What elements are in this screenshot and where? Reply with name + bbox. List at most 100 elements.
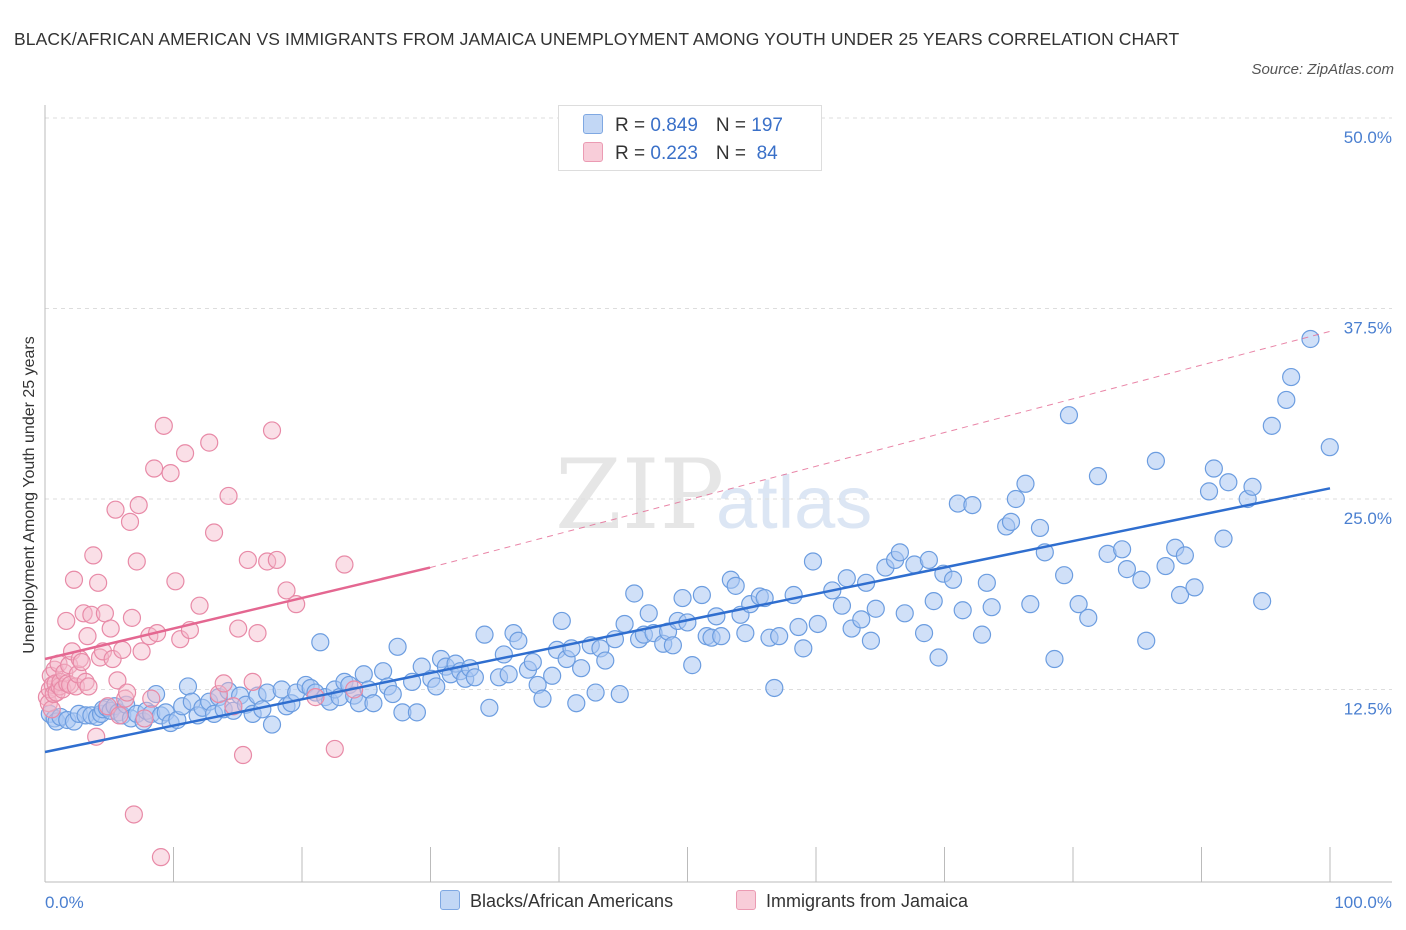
legend-row-blacks: R = 0.849 N = 197 xyxy=(583,114,783,138)
point-blacks xyxy=(736,624,755,643)
point-jamaica xyxy=(129,495,148,515)
point-blacks xyxy=(1088,467,1108,486)
legend-n-value: 84 xyxy=(751,143,778,164)
legend-n-label: N = xyxy=(715,115,752,136)
legend-r-value: 0.223 xyxy=(650,143,698,164)
point-jamaica xyxy=(166,572,185,591)
point-blacks xyxy=(1301,329,1320,349)
point-blacks xyxy=(852,610,871,629)
point-jamaica xyxy=(335,555,354,574)
point-blacks xyxy=(1262,416,1281,435)
y-tick-label-1: 25.0% xyxy=(1344,509,1392,528)
point-blacks xyxy=(866,599,885,618)
legend-r-label: R = xyxy=(615,143,651,164)
point-jamaica xyxy=(57,611,76,631)
point-blacks xyxy=(673,588,692,608)
point-blacks xyxy=(1146,451,1166,470)
legend-swatch-pink xyxy=(736,890,756,910)
point-blacks xyxy=(543,666,562,685)
watermark: ZIP atlas xyxy=(555,439,872,551)
legend-label-jamaica: Immigrants from Jamaica xyxy=(766,891,969,911)
point-blacks xyxy=(914,624,934,643)
point-blacks xyxy=(1170,585,1190,605)
legend-item-blacks[interactable]: Blacks/African Americans xyxy=(440,890,673,912)
point-jamaica xyxy=(89,573,108,592)
point-blacks xyxy=(832,596,852,615)
point-blacks xyxy=(1045,649,1064,669)
point-jamaica xyxy=(219,486,238,506)
point-blacks xyxy=(1219,473,1238,492)
point-blacks xyxy=(567,694,586,713)
series-blacks-points xyxy=(40,329,1339,734)
point-blacks xyxy=(803,552,823,571)
legend-r-value: 0.849 xyxy=(650,115,698,136)
point-jamaica xyxy=(79,677,98,696)
bottom-legend: Blacks/African Americans Immigrants from… xyxy=(0,890,1406,916)
point-blacks xyxy=(972,625,992,644)
point-jamaica xyxy=(113,640,132,659)
legend-n-value: 197 xyxy=(751,115,783,136)
point-jamaica xyxy=(200,433,219,452)
axes xyxy=(44,105,1392,883)
point-jamaica xyxy=(325,739,344,759)
point-jamaica xyxy=(106,500,125,519)
point-blacks xyxy=(586,683,605,702)
point-blacks xyxy=(1030,518,1050,538)
point-jamaica xyxy=(248,624,267,643)
point-blacks xyxy=(499,665,518,684)
x-tick-label-min: 0.0% xyxy=(45,893,84,912)
point-jamaica xyxy=(267,550,286,570)
point-blacks xyxy=(963,495,982,515)
trend-line-jamaica xyxy=(44,566,431,661)
point-jamaica xyxy=(233,745,253,765)
point-jamaica xyxy=(72,652,91,672)
point-jamaica xyxy=(135,709,154,728)
point-blacks xyxy=(480,698,499,717)
point-blacks xyxy=(1175,546,1194,565)
point-blacks xyxy=(1069,595,1088,614)
point-blacks xyxy=(615,614,634,634)
point-jamaica xyxy=(42,700,61,719)
point-jamaica xyxy=(171,630,190,649)
point-blacks xyxy=(1282,367,1301,387)
point-jamaica xyxy=(108,671,127,690)
y-tick-label-2: 37.5% xyxy=(1344,319,1392,338)
point-jamaica xyxy=(132,642,151,661)
legend-r-label: R = xyxy=(615,115,651,136)
point-blacks xyxy=(663,636,683,655)
point-jamaica xyxy=(122,608,142,627)
grid-lines xyxy=(45,117,1392,690)
legend-n-label: N = xyxy=(715,143,752,164)
y-tick-label-3: 50.0% xyxy=(1344,128,1392,147)
point-blacks xyxy=(770,627,789,646)
point-blacks xyxy=(1320,438,1339,457)
point-blacks xyxy=(383,684,402,704)
point-blacks xyxy=(808,614,827,634)
legend-item-jamaica[interactable]: Immigrants from Jamaica xyxy=(736,890,968,912)
point-blacks xyxy=(523,652,542,672)
point-blacks xyxy=(427,677,446,696)
point-jamaica xyxy=(78,627,97,646)
source-label: Source: ZipAtlas.com xyxy=(1251,61,1394,78)
point-blacks xyxy=(1001,512,1021,531)
point-blacks xyxy=(692,585,711,605)
point-blacks xyxy=(1156,556,1175,576)
point-blacks xyxy=(1055,566,1074,585)
point-blacks xyxy=(861,631,881,650)
point-blacks xyxy=(374,662,393,681)
point-blacks xyxy=(262,715,282,734)
point-blacks xyxy=(919,550,938,570)
point-blacks xyxy=(354,665,373,684)
point-blacks xyxy=(1021,595,1040,614)
point-blacks xyxy=(1112,540,1132,559)
point-blacks xyxy=(726,576,745,595)
point-jamaica xyxy=(243,672,262,691)
point-jamaica xyxy=(175,444,195,463)
watermark-atlas: atlas xyxy=(716,461,872,544)
correlation-legend: R = 0.849 N = 197 R = 0.223 N = 84 xyxy=(558,105,822,171)
point-jamaica xyxy=(209,684,228,704)
point-blacks xyxy=(533,689,552,708)
point-jamaica xyxy=(214,674,233,693)
point-blacks xyxy=(639,604,658,623)
